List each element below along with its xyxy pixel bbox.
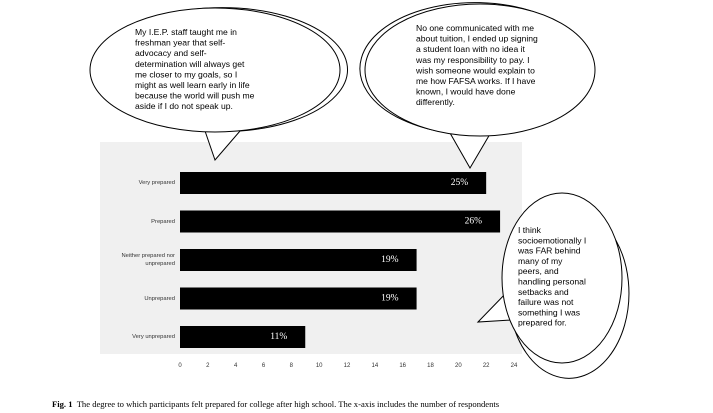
bar	[180, 249, 417, 271]
x-tick-label: 18	[427, 363, 434, 369]
x-tick-label: 24	[511, 363, 518, 369]
x-tick-label: 6	[262, 363, 266, 369]
bubble-line: I think	[518, 225, 542, 235]
bubble-line: prepared for.	[518, 318, 567, 328]
x-tick-label: 0	[178, 363, 182, 369]
bubble-text: No one communicated with me about tuition…	[415, 23, 538, 107]
y-tick-label: Prepared	[151, 218, 175, 225]
bubble-line: handling personal	[518, 277, 586, 287]
bubble	[89, 7, 341, 133]
y-tick-label: Very unprepared	[132, 334, 175, 340]
bubble	[364, 3, 596, 137]
value-label: 19%	[381, 255, 399, 265]
bubble-shapes	[89, 2, 596, 169]
bubble-line: about tuition, I ended up signing	[416, 34, 538, 44]
bubble-line: determination will always get	[135, 59, 245, 69]
bubble	[501, 192, 623, 364]
bar	[180, 172, 487, 194]
bubble-line: setbacks and	[518, 287, 569, 297]
value-label: 11%	[270, 332, 287, 342]
bar	[180, 210, 501, 233]
caption-text: The degree to which participants felt pr…	[76, 399, 500, 409]
bubble-line: something I was	[518, 307, 580, 317]
x-tick-label: 10	[316, 363, 323, 369]
bubble-line: me how FAFSA works. If I have	[416, 76, 536, 86]
bubble-line: socioemotionally I	[518, 235, 586, 245]
bubble-line: peers, and	[518, 266, 559, 276]
y-tick-label: Very prepared	[138, 180, 175, 186]
y-tick-label: Neither prepared nor unprepared	[121, 253, 176, 267]
bubble-shapes	[476, 192, 630, 379]
bubble-line: known, I would have done	[416, 87, 516, 97]
bubble-line: failure was not	[518, 297, 574, 307]
y-tick-label: Unprepared	[144, 295, 175, 302]
bubble-line: because the world will push me	[135, 91, 255, 101]
bubble-line: My I.E.P. staff taught me in	[135, 27, 237, 37]
bubble-line: advocacy and self-	[135, 48, 207, 58]
x-tick-label: 2	[206, 363, 210, 369]
x-tick-label: 8	[290, 363, 294, 369]
bar	[180, 326, 306, 348]
caption: Fig. 1 The degree to which participants …	[52, 399, 499, 409]
bubble-line: differently.	[416, 97, 455, 107]
value-label: 25%	[451, 178, 469, 188]
bubble-line: might as well learn early in life	[135, 80, 250, 90]
x-tick-label: 14	[371, 363, 378, 369]
x-tick-label: 4	[234, 363, 238, 369]
bubble-line: many of my	[518, 256, 563, 266]
bubble-line: me closer to my goals, so I	[135, 69, 237, 79]
x-tick-label: 12	[344, 363, 351, 369]
caption-label: Fig. 1	[52, 399, 73, 409]
x-tick-label: 16	[399, 363, 406, 369]
value-label: 26%	[465, 217, 483, 227]
bar	[180, 287, 417, 310]
bubble-line: wish someone would explain to	[415, 65, 535, 75]
value-label: 19%	[381, 294, 399, 304]
bubble-line: was my responsibility to pay. I	[415, 55, 530, 65]
bubble-line: was FAR behind	[517, 246, 581, 256]
x-tick-label: 22	[483, 363, 490, 369]
bubble-line: No one communicated with me	[416, 23, 534, 33]
bubble-line: a student loan with no idea it	[416, 44, 526, 54]
bubble-text: My I.E.P. staff taught me in freshman yea…	[135, 27, 255, 111]
bubble-line: freshman year that self-	[135, 38, 225, 48]
bubble-line: aside if I do not speak up.	[135, 101, 233, 111]
x-tick-label: 20	[455, 363, 462, 369]
